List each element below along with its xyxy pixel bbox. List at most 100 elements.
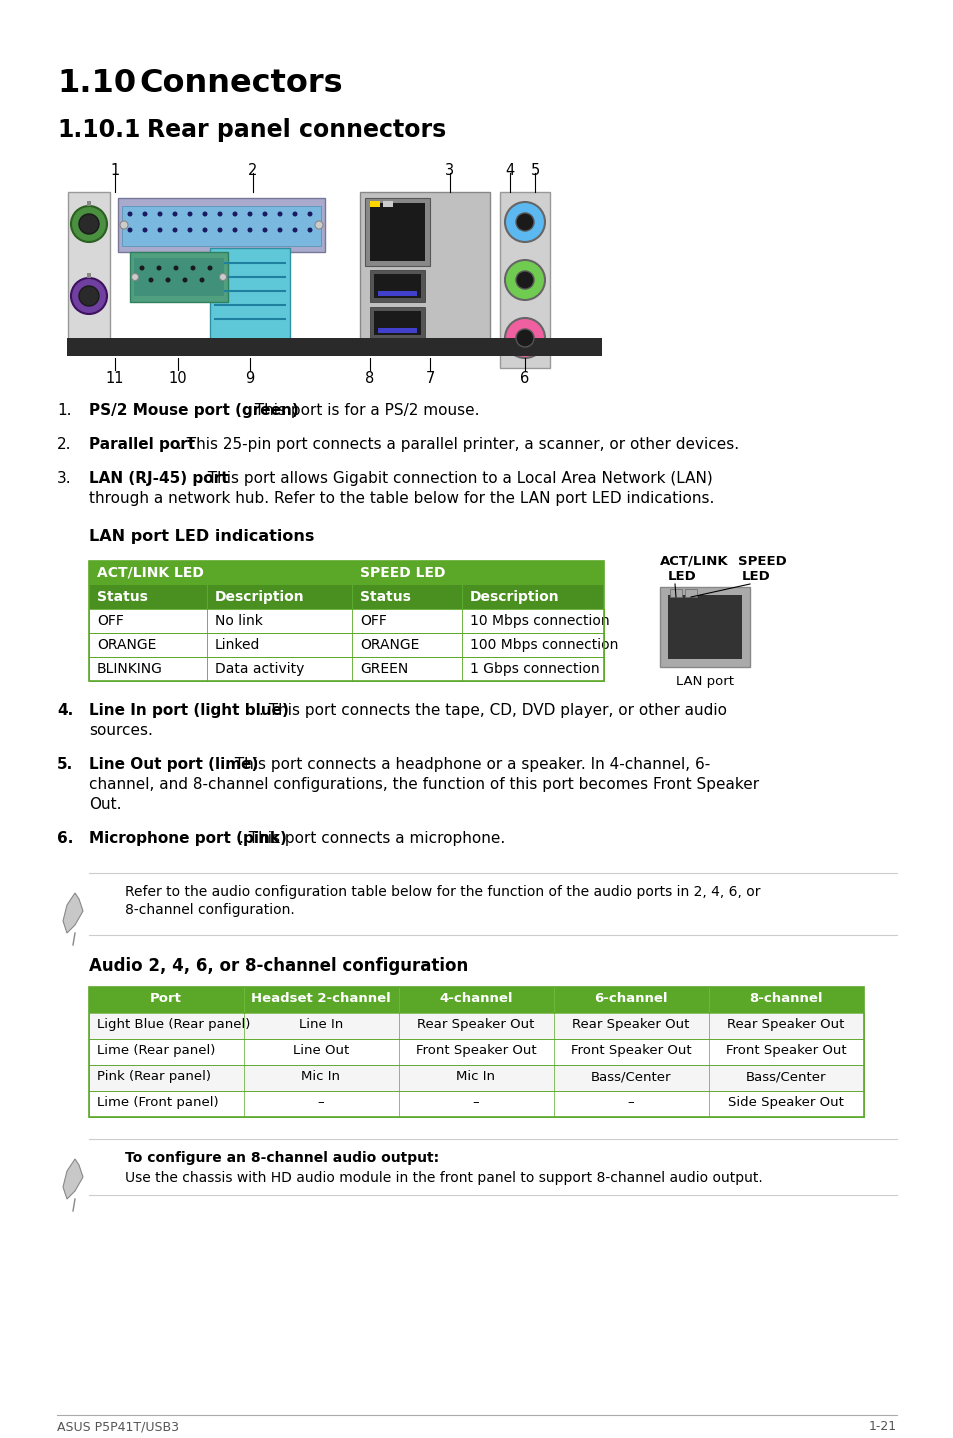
Text: 4: 4 — [505, 162, 514, 178]
Text: 3.: 3. — [57, 472, 71, 486]
Bar — [667, 595, 741, 659]
Circle shape — [504, 260, 544, 301]
Circle shape — [516, 329, 534, 347]
Text: Rear Speaker Out: Rear Speaker Out — [416, 1018, 534, 1031]
Text: 1.: 1. — [57, 403, 71, 418]
Text: Status: Status — [97, 590, 148, 604]
Text: Line Out port (lime): Line Out port (lime) — [89, 756, 258, 772]
Text: Use the chassis with HD audio module in the front panel to support 8-channel aud: Use the chassis with HD audio module in … — [125, 1171, 762, 1185]
Bar — [374, 311, 420, 335]
Bar — [87, 201, 91, 206]
Text: 9: 9 — [245, 371, 254, 385]
Text: Audio 2, 4, 6, or 8-channel configuration: Audio 2, 4, 6, or 8-channel configuratio… — [89, 958, 468, 975]
Bar — [659, 587, 749, 667]
Text: channel, and 8-channel configurations, the function of this port becomes Front S: channel, and 8-channel configurations, t… — [89, 777, 759, 792]
Bar — [89, 561, 603, 682]
Text: LAN (RJ-45) port: LAN (RJ-45) port — [89, 472, 229, 486]
Circle shape — [217, 211, 222, 217]
Bar — [122, 206, 320, 246]
Circle shape — [149, 278, 153, 282]
Text: 8-channel configuration.: 8-channel configuration. — [125, 903, 294, 917]
Circle shape — [504, 318, 544, 358]
Bar — [374, 275, 420, 298]
Circle shape — [156, 266, 161, 270]
Text: ACT/LINK LED: ACT/LINK LED — [97, 567, 204, 580]
Text: sources.: sources. — [89, 723, 152, 738]
Text: Refer to the audio configuration table below for the function of the audio ports: Refer to the audio configuration table b… — [125, 884, 760, 899]
Circle shape — [142, 227, 148, 233]
Circle shape — [262, 227, 267, 233]
Circle shape — [199, 278, 204, 282]
Text: Bass/Center: Bass/Center — [590, 1070, 671, 1083]
Text: Data activity: Data activity — [214, 661, 304, 676]
Text: Light Blue (Rear panel): Light Blue (Rear panel) — [97, 1018, 250, 1031]
Text: Headset 2-channel: Headset 2-channel — [251, 992, 391, 1005]
Text: Line Out: Line Out — [293, 1044, 349, 1057]
Bar — [133, 257, 224, 296]
Text: ASUS P5P41T/USB3: ASUS P5P41T/USB3 — [57, 1419, 179, 1434]
Bar — [359, 193, 490, 342]
Text: Description: Description — [214, 590, 304, 604]
Text: Line In: Line In — [298, 1018, 343, 1031]
Text: Front Speaker Out: Front Speaker Out — [570, 1044, 691, 1057]
Text: 6.: 6. — [57, 831, 73, 846]
Text: OFF: OFF — [359, 614, 387, 628]
Circle shape — [71, 278, 107, 313]
Text: 6: 6 — [519, 371, 529, 385]
Circle shape — [157, 211, 162, 217]
Text: 5.: 5. — [57, 756, 73, 772]
Circle shape — [293, 211, 297, 217]
Text: –: – — [317, 1096, 324, 1109]
Bar — [370, 306, 424, 339]
Text: 100 Mbps connection: 100 Mbps connection — [470, 638, 618, 651]
Text: LAN port: LAN port — [676, 674, 733, 687]
Bar — [370, 201, 379, 207]
Circle shape — [182, 278, 188, 282]
Text: Status: Status — [359, 590, 411, 604]
Circle shape — [516, 270, 534, 289]
Text: Bass/Center: Bass/Center — [745, 1070, 825, 1083]
Text: 8-channel: 8-channel — [748, 992, 821, 1005]
Bar — [89, 1012, 863, 1040]
Text: BLINKING: BLINKING — [97, 661, 163, 676]
Bar — [89, 657, 603, 682]
Bar — [89, 1091, 863, 1117]
Text: Out.: Out. — [89, 797, 121, 812]
Text: OFF: OFF — [97, 614, 124, 628]
Circle shape — [188, 227, 193, 233]
Bar — [68, 193, 110, 339]
Text: . This port connects a microphone.: . This port connects a microphone. — [238, 831, 504, 846]
Text: LAN port LED indications: LAN port LED indications — [89, 529, 314, 544]
Circle shape — [172, 211, 177, 217]
Text: . This 25-pin port connects a parallel printer, a scanner, or other devices.: . This 25-pin port connects a parallel p… — [177, 437, 739, 452]
Polygon shape — [63, 1159, 83, 1199]
Text: Port: Port — [150, 992, 182, 1005]
Bar — [67, 338, 601, 357]
Text: Rear Speaker Out: Rear Speaker Out — [726, 1018, 843, 1031]
Text: 10: 10 — [169, 371, 187, 385]
Text: 8: 8 — [365, 371, 375, 385]
Circle shape — [277, 227, 282, 233]
Bar — [499, 193, 550, 368]
Text: 1: 1 — [111, 162, 119, 178]
Circle shape — [307, 211, 313, 217]
Circle shape — [247, 227, 253, 233]
Text: 4-channel: 4-channel — [438, 992, 512, 1005]
Text: Side Speaker Out: Side Speaker Out — [727, 1096, 843, 1109]
Text: Description: Description — [470, 590, 559, 604]
Bar — [669, 590, 681, 597]
Bar — [87, 273, 91, 278]
Circle shape — [516, 213, 534, 232]
Bar — [370, 270, 424, 302]
Text: . This port connects a headphone or a speaker. In 4-channel, 6-: . This port connects a headphone or a sp… — [225, 756, 709, 772]
Text: Connectors: Connectors — [139, 68, 342, 99]
Text: No link: No link — [214, 614, 263, 628]
Text: ORANGE: ORANGE — [97, 638, 156, 651]
Text: LED: LED — [741, 569, 770, 582]
Circle shape — [128, 211, 132, 217]
Text: 2.: 2. — [57, 437, 71, 452]
Bar — [89, 633, 603, 657]
Circle shape — [217, 227, 222, 233]
Bar — [377, 328, 416, 334]
Circle shape — [247, 211, 253, 217]
